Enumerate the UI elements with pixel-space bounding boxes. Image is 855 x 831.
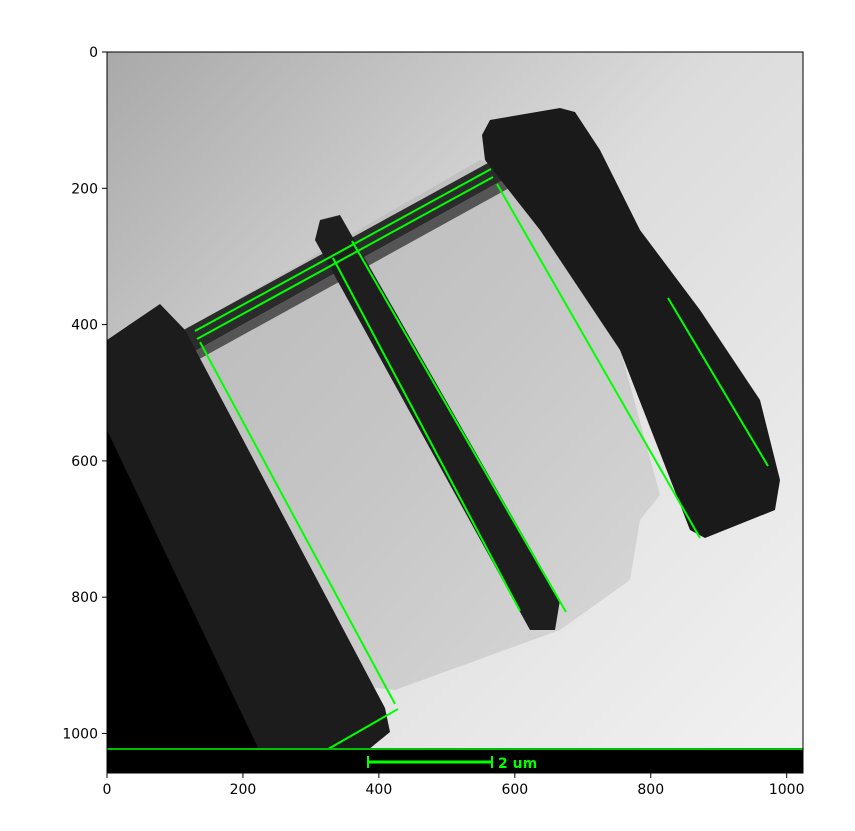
edge-line — [322, 708, 399, 753]
y-tick-label: 600 — [71, 454, 98, 470]
y-tick-label: 200 — [71, 181, 98, 197]
x-tick-label: 800 — [637, 782, 664, 798]
x-tick-label: 200 — [230, 782, 257, 798]
x-axis: 0 200 400 600 800 1000 — [103, 773, 805, 798]
right-dark-block — [482, 108, 780, 538]
micrograph-image: 2 um — [107, 52, 803, 773]
edge-line — [199, 341, 396, 705]
axes-frame — [106, 51, 804, 774]
edge-line — [194, 168, 492, 332]
edge-overlay — [194, 168, 769, 753]
edge-line — [351, 240, 567, 613]
left-shadow — [107, 430, 270, 773]
x-tick-label: 0 — [103, 782, 112, 798]
y-tick-label: 0 — [89, 45, 98, 61]
x-tick-label: 400 — [366, 782, 393, 798]
y-axis: 0 200 400 600 800 1000 — [62, 45, 107, 742]
x-tick-label: 1000 — [769, 782, 805, 798]
y-tick-label: 400 — [71, 318, 98, 334]
edge-line — [667, 297, 769, 467]
y-tick-label: 800 — [71, 590, 98, 606]
edge-line — [332, 257, 521, 612]
middle-dark-column — [315, 215, 560, 630]
edge-line — [196, 176, 494, 340]
edge-line — [496, 183, 701, 539]
y-tick-label: 1000 — [62, 726, 98, 742]
scale-bar-label: 2 um — [498, 756, 537, 772]
x-tick-label: 600 — [501, 782, 528, 798]
